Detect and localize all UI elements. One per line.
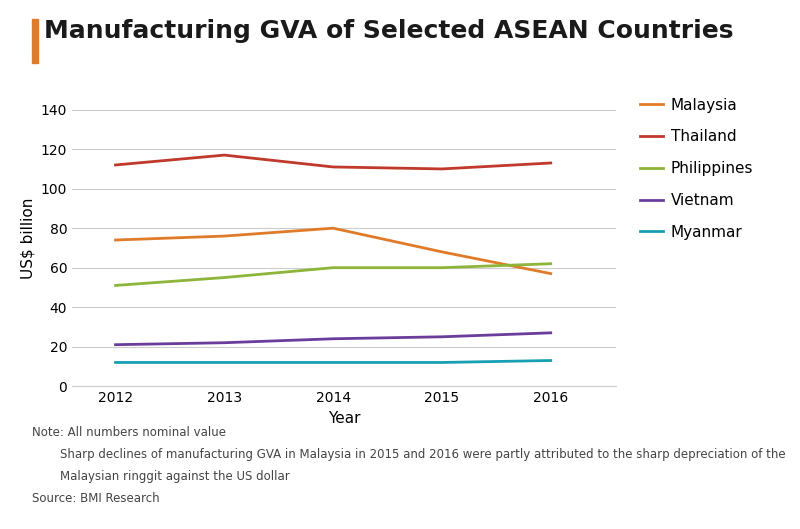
Text: Manufacturing GVA of Selected ASEAN Countries: Manufacturing GVA of Selected ASEAN Coun… [44, 19, 734, 42]
Text: Source: BMI Research: Source: BMI Research [32, 492, 160, 506]
Line: Vietnam: Vietnam [115, 333, 550, 345]
Y-axis label: US$ billion: US$ billion [20, 197, 35, 279]
Malaysia [219, 233, 229, 239]
Line: Malaysia: Malaysia [115, 228, 550, 273]
Line: Myanmar: Myanmar [115, 360, 550, 362]
Vietnam [546, 330, 555, 336]
Text: Sharp declines of manufacturing GVA in Malaysia in 2015 and 2016 were partly att: Sharp declines of manufacturing GVA in M… [60, 448, 786, 461]
Text: Malaysian ringgit against the US dollar: Malaysian ringgit against the US dollar [60, 470, 290, 484]
Philippines [437, 264, 446, 271]
Vietnam [328, 335, 338, 342]
Text: Note: All numbers nominal value: Note: All numbers nominal value [32, 426, 226, 439]
Vietnam [110, 342, 120, 348]
Malaysia [546, 270, 555, 277]
Malaysia [328, 225, 338, 231]
Thailand [219, 152, 229, 158]
Myanmar [546, 357, 555, 363]
Thailand [328, 164, 338, 170]
Philippines [110, 282, 120, 289]
Legend: Malaysia, Thailand, Philippines, Vietnam, Myanmar: Malaysia, Thailand, Philippines, Vietnam… [640, 97, 753, 240]
Vietnam [437, 334, 446, 340]
Myanmar [328, 359, 338, 366]
Malaysia [110, 237, 120, 243]
Myanmar [437, 359, 446, 366]
Myanmar [219, 359, 229, 366]
Malaysia [437, 249, 446, 255]
Line: Philippines: Philippines [115, 264, 550, 286]
Thailand [437, 166, 446, 172]
Vietnam [219, 340, 229, 346]
Myanmar [110, 359, 120, 366]
Thailand [110, 162, 120, 168]
Thailand [546, 160, 555, 166]
X-axis label: Year: Year [328, 411, 360, 426]
Philippines [328, 264, 338, 271]
Philippines [219, 275, 229, 281]
Line: Thailand: Thailand [115, 155, 550, 169]
Philippines [546, 261, 555, 267]
